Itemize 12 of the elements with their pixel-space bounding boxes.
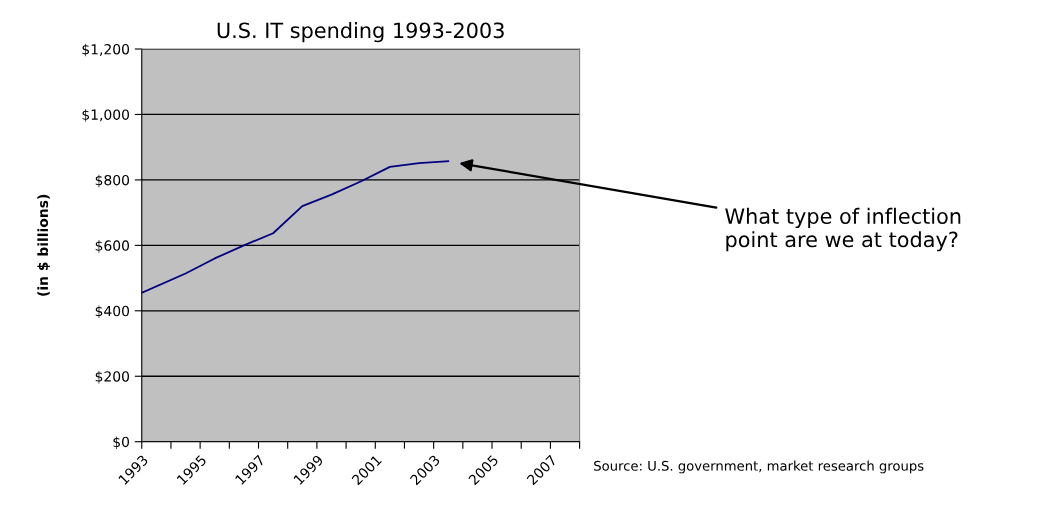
y-tick-label: $800 — [95, 174, 130, 188]
y-tick-label: $1,200 — [82, 43, 130, 57]
line-series — [141, 160, 450, 294]
source-note: Source: U.S. government, market research groups — [594, 460, 924, 474]
text: What type of inflection point are we at today? — [725, 207, 961, 252]
y-tick-label: $600 — [95, 240, 130, 253]
y-tick-label: $1,000 — [82, 109, 130, 122]
y-tick-label: $400 — [95, 305, 130, 319]
y-tick-label: $200 — [95, 370, 130, 384]
y-axis-title: (in $ billions) — [37, 194, 50, 296]
chart-title: U.S. IT spending 1993-2003 — [217, 22, 504, 43]
y-tick-label: $0 — [113, 436, 130, 450]
